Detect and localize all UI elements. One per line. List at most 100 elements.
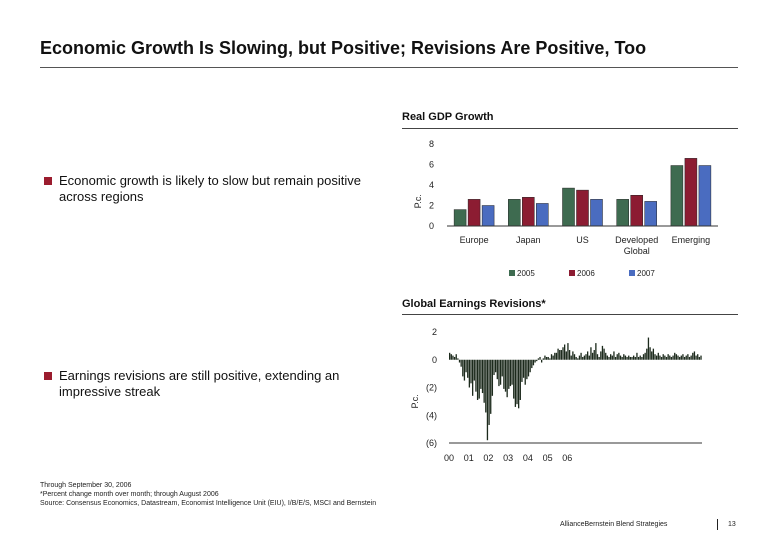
x-tick-label: Developed — [615, 235, 658, 245]
revision-bar — [610, 354, 612, 360]
y-tick-label: 0 — [429, 221, 434, 231]
revision-bar — [611, 355, 613, 360]
revision-bar — [490, 359, 492, 414]
revision-bar — [567, 343, 569, 360]
revision-bar — [616, 354, 618, 360]
revision-bar — [467, 359, 469, 378]
revision-bar — [628, 355, 630, 360]
legend-swatch — [569, 270, 575, 276]
revision-bar — [675, 354, 678, 360]
revision-bar — [683, 356, 686, 360]
revision-bar — [562, 347, 564, 360]
revision-bar — [669, 355, 671, 360]
revision-bar — [639, 355, 641, 360]
revision-bar — [516, 359, 518, 405]
x-tick-label: 03 — [503, 453, 513, 463]
revision-bar — [674, 352, 676, 360]
revision-bar — [495, 359, 497, 373]
y-tick-label: (6) — [426, 438, 437, 448]
revision-bar — [531, 359, 533, 369]
revision-bar — [600, 351, 602, 360]
revision-bar — [690, 355, 692, 360]
revision-bar — [498, 359, 500, 387]
legend-swatch — [629, 270, 635, 276]
revision-bar — [478, 359, 480, 399]
revisions-chart-title: Global Earnings Revisions* — [402, 298, 546, 310]
gdp-chart-title-rule — [402, 128, 738, 129]
revision-bar — [450, 354, 452, 360]
revision-bar — [455, 354, 457, 360]
revision-bar — [486, 359, 489, 441]
revision-bar — [698, 356, 701, 360]
revision-bar — [588, 355, 590, 360]
x-tick-label: Global — [624, 246, 650, 256]
revision-bar — [550, 354, 553, 360]
revision-bar — [695, 355, 697, 360]
revision-bar — [587, 351, 589, 360]
revision-bar — [564, 344, 566, 360]
revision-bar — [575, 356, 577, 360]
revision-bar — [475, 359, 477, 392]
revision-bar — [577, 358, 579, 360]
y-axis-label: P.c. — [410, 394, 420, 408]
y-tick-label: (2) — [426, 383, 437, 393]
revision-bar — [633, 355, 635, 360]
revision-bar — [670, 356, 673, 360]
bullet-square-icon — [44, 372, 52, 380]
revision-bar — [667, 354, 669, 360]
revision-bar — [544, 355, 546, 360]
footnote-definition: *Percent change month over month; throug… — [40, 491, 219, 498]
revision-bar — [688, 356, 691, 360]
revision-bar — [565, 351, 567, 360]
revision-bar — [641, 356, 643, 360]
y-tick-label: 2 — [432, 327, 437, 337]
x-tick-label: 04 — [523, 453, 533, 463]
bullet-text: Economic growth is likely to slow but re… — [59, 173, 362, 204]
revision-bar — [626, 356, 628, 360]
revision-bar — [458, 359, 461, 363]
revision-bar — [506, 359, 508, 398]
revision-bar — [453, 356, 456, 360]
bullet-square-icon — [44, 177, 52, 185]
revision-bar — [606, 355, 609, 360]
revision-bar — [549, 358, 551, 360]
revision-bar — [572, 351, 574, 360]
revision-bar — [496, 359, 498, 380]
title-divider — [40, 67, 738, 68]
page-number: 13 — [728, 521, 736, 528]
revision-bar — [526, 359, 528, 380]
revision-bar — [629, 356, 632, 360]
revision-bar — [554, 352, 556, 360]
revision-bar — [449, 352, 451, 360]
revision-bar — [578, 355, 581, 360]
revision-bar — [608, 356, 610, 360]
revision-bar — [457, 358, 459, 360]
y-tick-label: 2 — [429, 201, 434, 211]
revisions-chart-title-rule — [402, 314, 738, 315]
revision-bar — [557, 348, 559, 360]
revision-bar — [514, 359, 517, 407]
y-tick-label: 6 — [429, 160, 434, 170]
revision-bar — [491, 359, 494, 396]
revision-bar — [547, 356, 549, 360]
revision-bar — [470, 359, 472, 384]
legend-label: 2007 — [637, 269, 655, 278]
revision-bar — [660, 356, 663, 360]
revision-bar — [460, 359, 462, 367]
revision-bar — [493, 359, 495, 376]
revision-bar — [483, 359, 485, 403]
revision-bar — [664, 355, 666, 360]
x-tick-label: 06 — [562, 453, 572, 463]
revision-bar — [504, 359, 507, 392]
revision-bar — [598, 356, 600, 360]
revision-bar — [583, 355, 586, 360]
revision-bar — [555, 352, 558, 360]
revision-bar — [619, 355, 622, 360]
revision-bar — [603, 348, 605, 360]
bullet-text: Earnings revisions are still positive, e… — [59, 368, 340, 399]
revision-bar — [687, 354, 689, 360]
revision-bar — [529, 359, 531, 373]
revision-bar — [682, 354, 684, 360]
revision-bar — [605, 352, 607, 360]
x-tick-label: Japan — [516, 235, 541, 245]
